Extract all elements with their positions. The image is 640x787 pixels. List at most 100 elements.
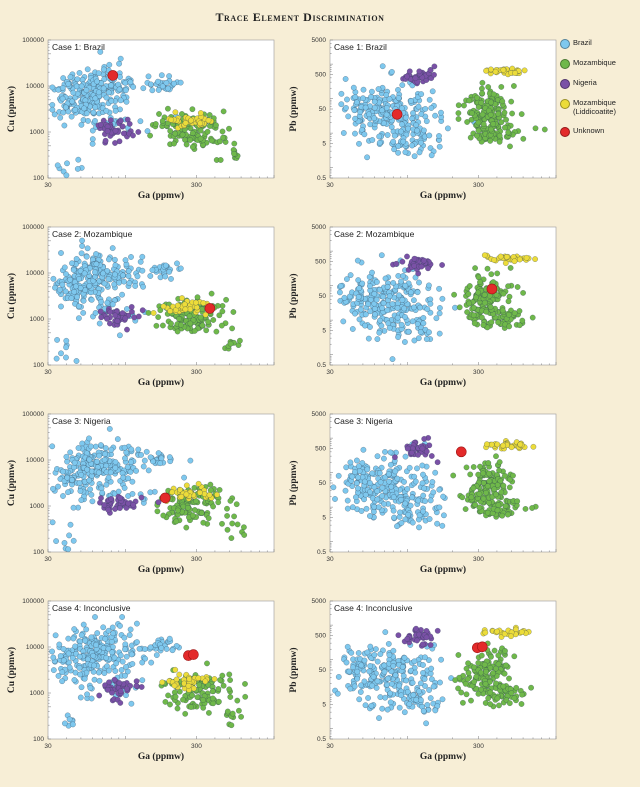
panel-2-point-brazil: [399, 82, 406, 89]
legend-item-liddicoatite: Mozambique (Liddicoatite): [560, 98, 640, 126]
panel-8-point-brazil: [411, 658, 418, 665]
panel-1-point-mozambique: [189, 106, 196, 113]
legend-item-mozambique: Mozambique: [560, 58, 640, 78]
panel-8-point-brazil: [426, 687, 433, 693]
panel-8-point-brazil: [370, 673, 377, 680]
panel-1-point-mozambique: [147, 132, 154, 139]
panel-8-point-mozambique: [485, 695, 492, 702]
panel-8-point-nigeria: [395, 632, 402, 639]
panel-2-y-tick-label: 5000: [312, 37, 327, 44]
panel-8-y-tick-label: 500: [315, 633, 326, 640]
panel-1-point-liddicoatite: [187, 117, 194, 124]
panel-1-y-tick-label: 100: [33, 175, 44, 182]
panel-8-point-brazil: [439, 696, 446, 703]
panel-8-point-brazil: [384, 675, 391, 682]
panel-8-point-brazil: [350, 664, 356, 671]
panel-8-point-brazil: [365, 695, 372, 701]
panel-2-y-tick-label: 500: [315, 72, 326, 79]
panel-8-point-brazil: [344, 643, 351, 650]
panel-1-point-brazil: [78, 83, 85, 90]
panel-8-point-mozambique: [493, 680, 499, 687]
panel-8-point-mozambique: [500, 683, 507, 690]
panel-8-point-mozambique: [503, 662, 510, 669]
panel-1-x-tick-label: 30: [44, 182, 52, 189]
panel-8-point-brazil: [381, 662, 388, 669]
panel-1-point-brazil: [81, 105, 88, 112]
panel-1-point-brazil: [92, 104, 99, 111]
panel-8-point-brazil: [432, 707, 439, 714]
panel-8-point-brazil: [374, 658, 381, 665]
panel-8-point-brazil: [423, 720, 430, 727]
panel-1-point-liddicoatite: [197, 120, 204, 127]
panel-8-point-brazil: [381, 668, 388, 675]
panel-8-point-brazil: [382, 694, 389, 701]
panel-8-point-brazil: [409, 679, 416, 686]
panel-1-point-brazil: [74, 165, 81, 172]
panel-1-x-tick-label: 300: [191, 182, 202, 189]
panel-8-point-mozambique: [502, 647, 508, 654]
panel-2-x-axis-label: Ga (ppmw): [420, 190, 466, 201]
panel-1-point-brazil: [70, 89, 77, 96]
panel-8-point-brazil: [417, 680, 424, 687]
panel-8-point-brazil: [347, 685, 354, 692]
panel-8-point-mozambique: [481, 661, 488, 668]
legend-label-nigeria: Nigeria: [573, 78, 597, 87]
panel-8-point-brazil: [413, 696, 420, 703]
panel-1-point-brazil: [147, 81, 154, 88]
panel-8-point-mozambique: [506, 675, 512, 682]
panel-8-point-mozambique: [487, 689, 494, 696]
panel-8-point-brazil: [362, 702, 369, 709]
panel-8-point-brazil: [412, 669, 419, 676]
panel-8-point-brazil: [420, 708, 427, 714]
panel-1-point-brazil: [61, 122, 68, 129]
panel-1-y-tick-label: 10000: [26, 83, 44, 90]
panel-8-point-brazil: [334, 690, 341, 697]
panel-1-point-brazil: [130, 84, 137, 90]
panel-1-point-brazil: [63, 172, 70, 179]
panel-1-point-mozambique: [206, 112, 213, 118]
panel-1-point-brazil: [154, 78, 161, 85]
panel-8-point-mozambique: [471, 678, 478, 685]
panel-1-point-mozambique: [226, 125, 232, 132]
panel-2-point-brazil: [391, 132, 398, 139]
panel-8-point-brazil: [377, 651, 384, 658]
panel-8-point-nigeria: [419, 641, 426, 648]
legend-label-mozambique: Mozambique: [573, 58, 616, 67]
panel-1-point-brazil: [95, 70, 102, 77]
panel-1-point-brazil: [127, 79, 134, 86]
panel-1-title: Case 1: Brazil: [52, 42, 105, 52]
panel-8-point-brazil: [358, 662, 365, 669]
panel-8-point-brazil: [382, 629, 389, 636]
panel-2-title: Case 1: Brazil: [334, 42, 387, 52]
panel-8-point-mozambique: [518, 701, 525, 707]
panel-8-point-brazil: [385, 640, 392, 647]
panel-1-point-nigeria: [107, 117, 114, 124]
panel-8-point-mozambique: [463, 691, 470, 698]
panel-1-point-brazil: [145, 73, 152, 80]
panel-1-point-brazil: [72, 106, 79, 113]
panel-8-point-mozambique: [478, 669, 484, 676]
panel-8-point-brazil: [390, 647, 397, 654]
panel-1-point-brazil: [59, 95, 66, 102]
panel-1-point-nigeria: [102, 137, 109, 144]
panel-8-point-brazil: [358, 682, 365, 689]
panel-8-point-liddicoatite: [518, 629, 525, 635]
panel-8-point-brazil: [386, 651, 393, 658]
panel-2-x-tick-label: 30: [326, 182, 334, 189]
panel-1-point-nigeria: [104, 128, 111, 135]
panel-1-point-mozambique: [231, 140, 238, 147]
panel-1-point-brazil: [170, 80, 177, 87]
panel-1-point-mozambique: [231, 150, 238, 157]
legend: Brazil Mozambique Nigeria Mozambique (Li…: [560, 38, 640, 146]
panel-8-point-mozambique: [483, 668, 490, 675]
panel-8-point-brazil: [403, 677, 410, 684]
panel-1-point-brazil: [123, 98, 130, 105]
panel-2-point-brazil: [438, 109, 444, 116]
panel-8-point-brazil: [368, 702, 375, 709]
panel-1-point-brazil: [49, 84, 56, 91]
panel-8-point-brazil: [424, 701, 431, 708]
panel-1-point-mozambique: [220, 108, 227, 115]
panel-8-point-brazil: [356, 696, 363, 703]
panel-8-point-brazil: [421, 676, 428, 683]
